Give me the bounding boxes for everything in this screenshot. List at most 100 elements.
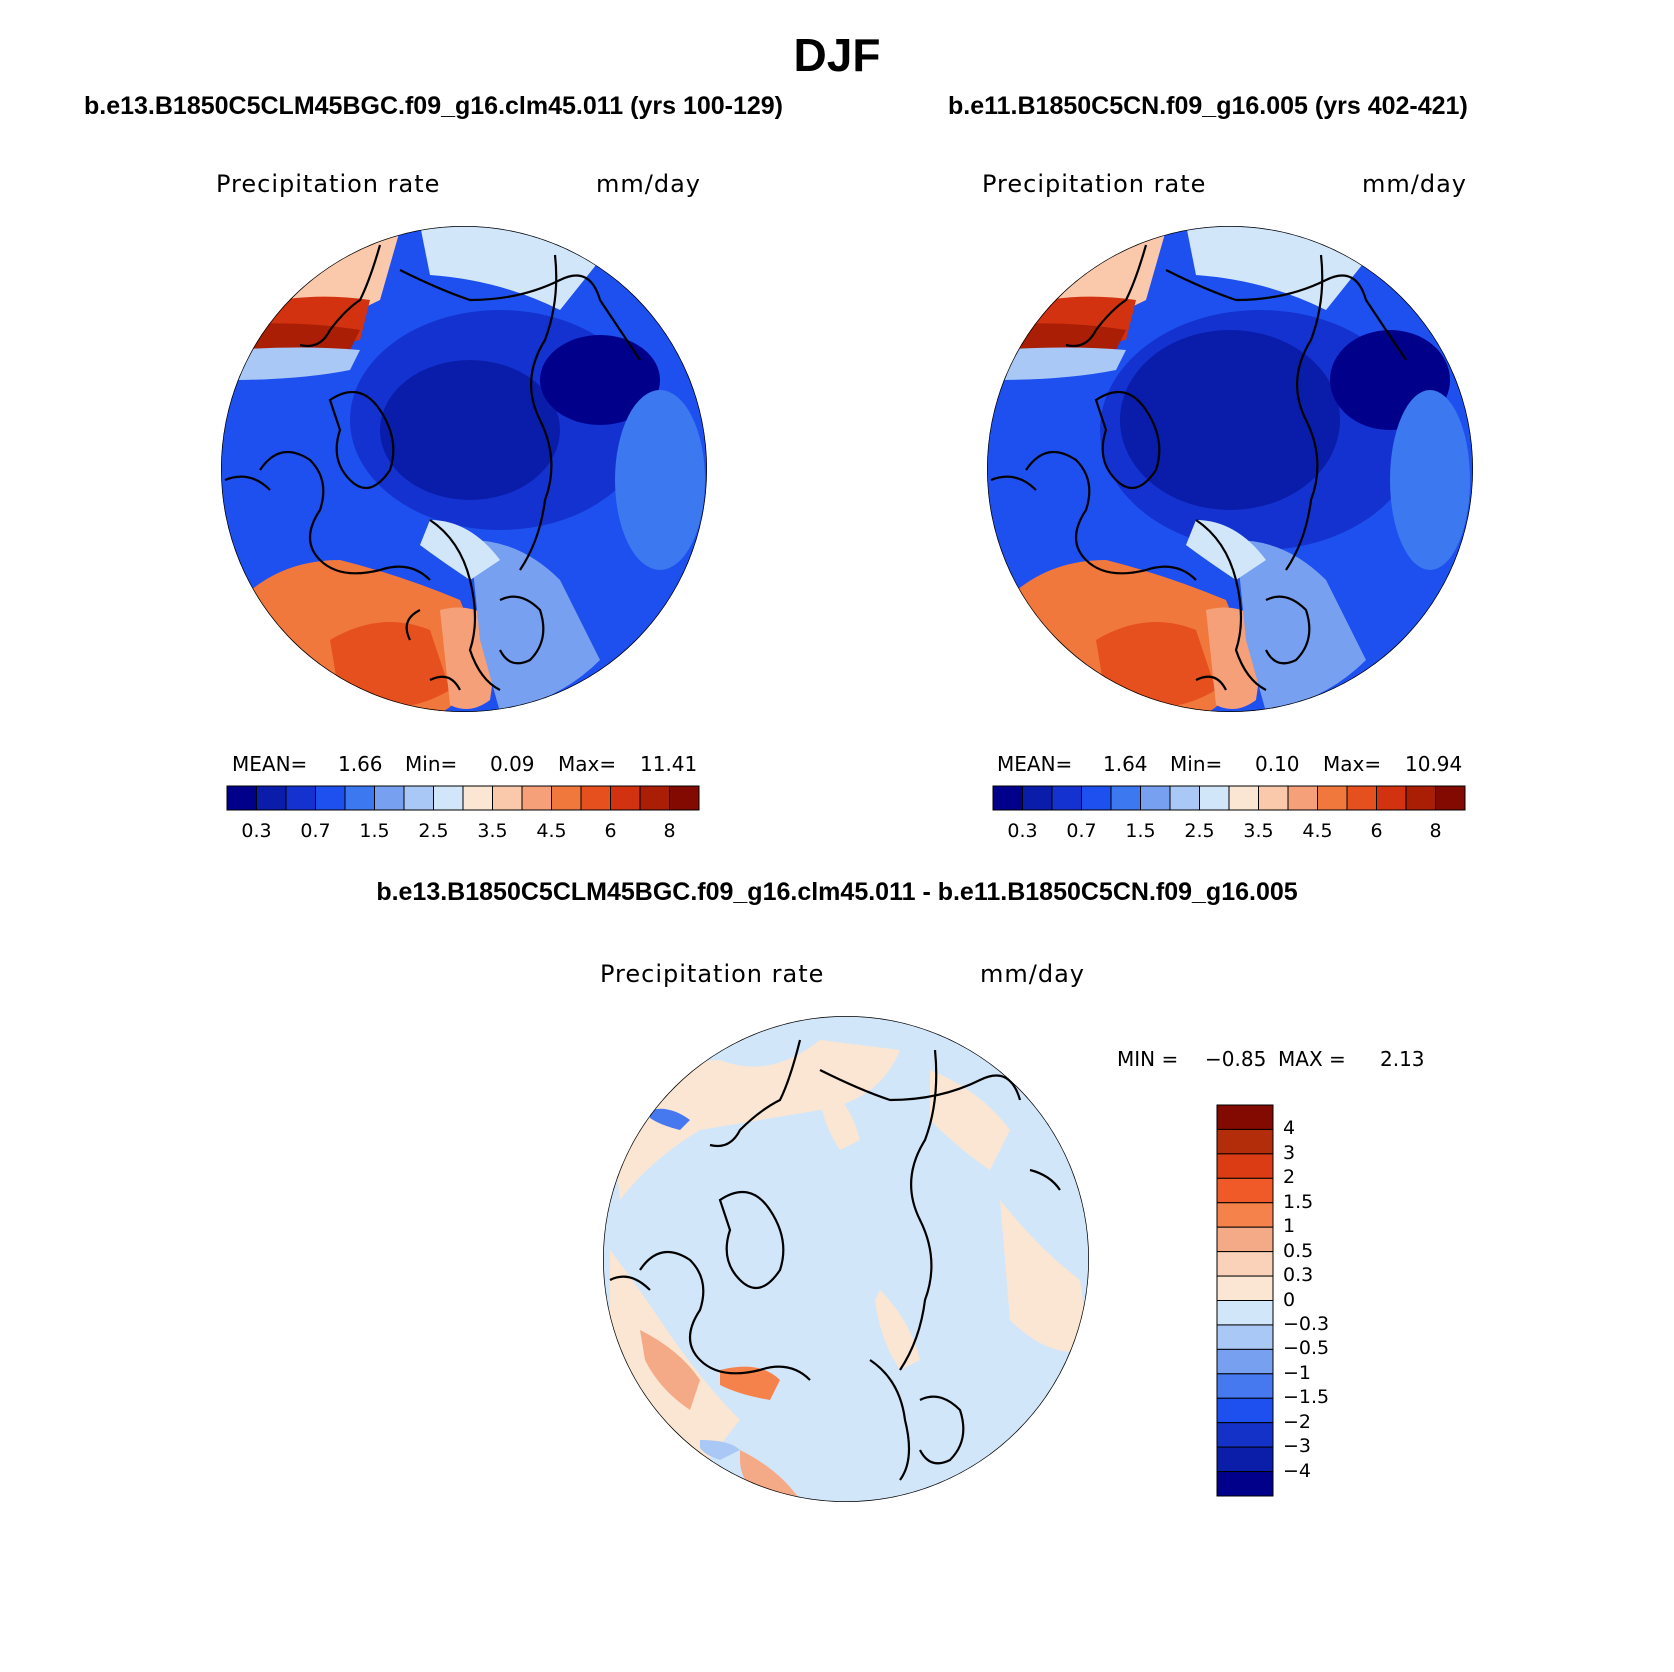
colorbar-swatch (1405, 785, 1436, 811)
colorbar-swatch (1216, 1300, 1274, 1326)
colorbar-swatch (1435, 785, 1466, 811)
colorbar-swatch (1346, 785, 1377, 811)
panel-2-mean-value: 1.64 (1103, 752, 1148, 776)
colorbar-tick-label: 0.7 (1066, 820, 1097, 842)
colorbar-swatch (1110, 785, 1141, 811)
panel-1-min-value: 0.09 (490, 752, 535, 776)
colorbar-tick-label: 1.5 (1125, 820, 1156, 842)
colorbar-swatch (315, 785, 346, 811)
colorbar-tick-label: 3 (1283, 1141, 1296, 1164)
colorbar-swatch (639, 785, 670, 811)
panel-2-map (987, 226, 1473, 712)
colorbar-swatch (669, 785, 700, 811)
colorbar-tick-label: −0.5 (1283, 1337, 1330, 1360)
panel-2-max-value: 10.94 (1405, 752, 1463, 776)
panel-1-colorbar (226, 785, 700, 811)
colorbar-tick-label: 3.5 (477, 820, 508, 842)
panel-1-max-value: 11.41 (640, 752, 698, 776)
difference-variable-label: Precipitation rate (600, 960, 825, 988)
colorbar-tick-label: 0 (1283, 1288, 1296, 1311)
colorbar-tick-label: 4.5 (536, 820, 567, 842)
difference-map (603, 1016, 1089, 1502)
panel-1-min-label: Min= (405, 752, 458, 776)
colorbar-swatch (285, 785, 316, 811)
colorbar-tick-label: 0.3 (241, 820, 272, 842)
colorbar-swatch (1216, 1104, 1274, 1130)
colorbar-swatch (344, 785, 375, 811)
colorbar-swatch (1258, 785, 1289, 811)
colorbar-swatch (1216, 1251, 1274, 1277)
colorbar-tick-label: 8 (663, 820, 676, 842)
colorbar-swatch (256, 785, 287, 811)
colorbar-swatch (1216, 1226, 1274, 1253)
panel-1-max-label: Max= (558, 752, 617, 776)
panel-1-units-label: mm/day (596, 170, 701, 198)
colorbar-tick-label: 4 (1283, 1117, 1296, 1140)
colorbar-swatch (403, 785, 434, 811)
colorbar-swatch (1216, 1348, 1274, 1375)
colorbar-swatch (610, 785, 641, 811)
colorbar-tick-label: 0.3 (1007, 820, 1038, 842)
colorbar-swatch (1216, 1422, 1274, 1448)
panel-1-mean-label: MEAN= (232, 752, 308, 776)
colorbar-tick-label: 8 (1429, 820, 1442, 842)
colorbar-tick-label: 2.5 (1184, 820, 1215, 842)
colorbar-swatch (1216, 1471, 1274, 1497)
colorbar-swatch (374, 785, 405, 811)
colorbar-tick-label: 1.5 (1283, 1190, 1314, 1213)
panel-1-variable-label: Precipitation rate (216, 170, 441, 198)
panel-2-colorbar (992, 785, 1466, 811)
colorbar-swatch (1140, 785, 1171, 811)
panel-2-case-title: b.e11.B1850C5CN.f09_g16.005 (yrs 402-421… (948, 92, 1468, 120)
colorbar-tick-label: 3.5 (1243, 820, 1274, 842)
colorbar-tick-label: 1.5 (359, 820, 390, 842)
colorbar-swatch (1317, 785, 1348, 811)
panel-2-max-label: Max= (1323, 752, 1382, 776)
difference-colorbar (1216, 1104, 1274, 1497)
colorbar-swatch (580, 785, 611, 811)
colorbar-tick-label: −2 (1283, 1410, 1312, 1433)
difference-max-value: 2.13 (1380, 1047, 1425, 1071)
colorbar-tick-label: 0.7 (300, 820, 331, 842)
colorbar-swatch (1216, 1128, 1274, 1155)
panel-2-variable-label: Precipitation rate (982, 170, 1207, 198)
panel-1-case-title: b.e13.B1850C5CLM45BGC.f09_g16.clm45.011 … (84, 92, 784, 120)
difference-title: b.e13.B1850C5CLM45BGC.f09_g16.clm45.011 … (376, 878, 1298, 906)
colorbar-swatch (1051, 785, 1082, 811)
colorbar-swatch (1376, 785, 1407, 811)
colorbar-swatch (462, 785, 493, 811)
difference-min-label: MIN = (1117, 1047, 1179, 1071)
panel-1-mean-value: 1.66 (338, 752, 383, 776)
colorbar-swatch (1199, 785, 1230, 811)
colorbar-tick-label: 0.5 (1283, 1239, 1314, 1262)
colorbar-tick-label: 6 (1370, 820, 1383, 842)
colorbar-swatch (1216, 1397, 1274, 1424)
colorbar-tick-label: 2 (1283, 1166, 1296, 1189)
panel-2-units-label: mm/day (1362, 170, 1467, 198)
colorbar-swatch (1287, 785, 1318, 811)
colorbar-swatch (1216, 1373, 1274, 1399)
colorbar-tick-label: 4.5 (1302, 820, 1333, 842)
colorbar-tick-label: 0.3 (1283, 1264, 1314, 1287)
colorbar-swatch (1228, 785, 1259, 811)
colorbar-swatch (551, 785, 582, 811)
colorbar-swatch (226, 785, 257, 811)
colorbar-swatch (492, 785, 523, 811)
panel-1-map (221, 226, 707, 712)
panel-2-mean-label: MEAN= (997, 752, 1073, 776)
colorbar-tick-label: −1.5 (1283, 1386, 1330, 1409)
colorbar-swatch (1022, 785, 1053, 811)
colorbar-swatch (1216, 1153, 1274, 1179)
colorbar-tick-label: 1 (1283, 1215, 1296, 1238)
colorbar-swatch (1216, 1446, 1274, 1473)
panel-2-min-value: 0.10 (1255, 752, 1300, 776)
difference-min-value: −0.85 (1205, 1047, 1267, 1071)
colorbar-tick-label: 2.5 (418, 820, 449, 842)
figure-title: DJF (793, 29, 881, 81)
difference-units-label: mm/day (980, 960, 1085, 988)
colorbar-swatch (1216, 1177, 1274, 1204)
colorbar-tick-label: −4 (1283, 1459, 1312, 1482)
colorbar-swatch (1216, 1275, 1274, 1301)
colorbar-swatch (433, 785, 464, 811)
colorbar-swatch (1169, 785, 1200, 811)
